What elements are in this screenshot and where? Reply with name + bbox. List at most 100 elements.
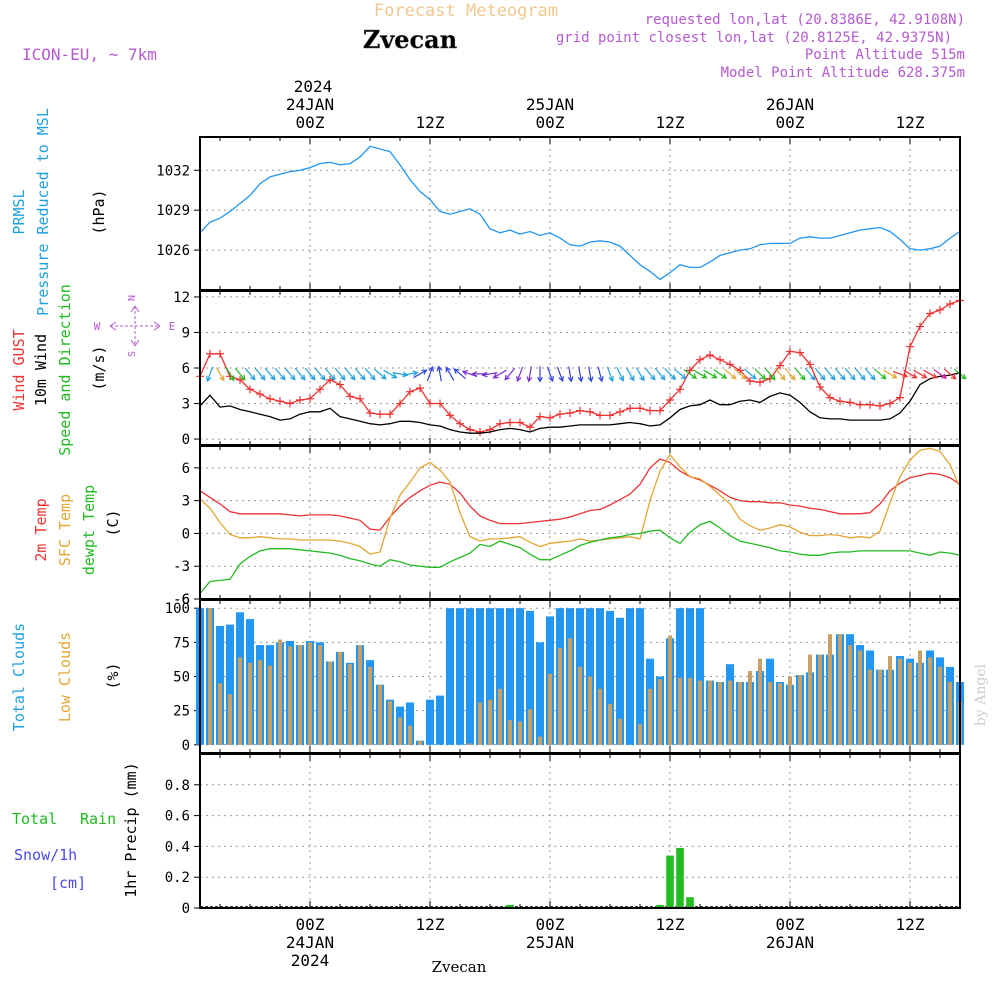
wind-direction-arrow: [834, 367, 846, 381]
wind-direction-arrow: [373, 368, 387, 380]
wind-gust-marker: [556, 410, 564, 419]
temperature-series-2m-temp: [199, 458, 961, 531]
wind-gust-marker: [296, 395, 304, 404]
precip-ytick-label: 0.8: [165, 778, 190, 794]
wind-direction-arrow: [304, 367, 316, 381]
wind-gust-marker: [316, 385, 324, 394]
low-cloud-bar: [368, 666, 372, 745]
wind-direction-arrow: [635, 367, 645, 382]
low-cloud-bar: [768, 682, 772, 745]
low-cloud-bar: [278, 639, 282, 745]
low-cloud-bar: [908, 662, 912, 745]
wind-direction-arrow: [577, 366, 584, 383]
wind-direction-arrow: [892, 370, 909, 378]
low-cloud-bar: [288, 646, 292, 745]
precip-ytick-label: 0.6: [165, 809, 190, 825]
low-cloud-bar: [298, 645, 302, 745]
low-cloud-bar: [858, 650, 862, 745]
wind-direction-arrow: [854, 367, 866, 381]
total-cloud-bar: [616, 617, 624, 745]
wind-gust-marker: [666, 395, 674, 404]
wind-label-gust: Wind GUST: [10, 329, 28, 410]
wind-direction-arrow: [784, 367, 796, 381]
bottom-hour-label: 12Z: [656, 915, 685, 934]
total-cloud-bar: [686, 608, 694, 745]
wind-direction-arrow: [334, 367, 346, 381]
low-cloud-bar: [638, 724, 642, 745]
clouds-panel: 0 25 50 75 100: [165, 599, 964, 754]
wind-direction-arrow: [943, 368, 957, 380]
bottom-date-label: 24JAN: [286, 933, 334, 952]
total-cloud-bar: [696, 608, 704, 745]
low-cloud-bar: [848, 645, 852, 745]
top-hour-label: 12Z: [416, 113, 445, 132]
wind-direction-arrow: [625, 367, 635, 382]
low-cloud-bar: [378, 684, 382, 745]
low-cloud-bar: [528, 709, 532, 745]
rain-bar: [656, 904, 664, 908]
wind-gust-marker: [396, 399, 404, 408]
top-date-label: 25JAN: [526, 95, 574, 114]
wind-direction-arrow: [693, 369, 708, 379]
wind-direction-arrow: [644, 367, 656, 381]
wind-gust-marker: [616, 407, 624, 416]
wind-direction-arrow: [713, 369, 728, 379]
wind-gust-marker: [896, 393, 904, 402]
gridpoint-coords: grid point closest lon,lat (20.8125E, 42…: [556, 30, 952, 46]
wind-gust-marker: [246, 385, 254, 394]
wind-direction-arrow: [597, 366, 604, 383]
wind-direction-arrow: [774, 367, 786, 381]
wind-gust-marker: [236, 375, 244, 384]
wind-gust-marker: [866, 400, 874, 409]
total-cloud-bar: [636, 608, 644, 745]
wind-gust-marker: [436, 399, 444, 408]
wind-direction-arrow: [567, 366, 574, 383]
wind-direction-arrow: [873, 368, 887, 380]
low-cloud-bar: [258, 660, 262, 745]
low-cloud-bar: [228, 694, 232, 745]
low-cloud-bar: [308, 642, 312, 745]
wind-direction-arrow: [814, 367, 826, 381]
bottom-date-label: 25JAN: [526, 933, 574, 952]
wind-direction-arrow: [794, 367, 806, 381]
low-cloud-bar: [238, 657, 242, 745]
low-cloud-bar: [808, 654, 812, 745]
wind-gust-marker: [826, 393, 834, 402]
point-altitude: Point Altitude 515m: [805, 47, 965, 63]
footer-location: Zvecan: [432, 958, 487, 976]
wind-direction-arrow: [733, 368, 747, 380]
precip-unit: 1hr Precip (mm): [122, 762, 140, 897]
bottom-hour-label: 12Z: [416, 915, 445, 934]
clouds-ytick-label: 75: [173, 635, 190, 651]
wind-gust-marker: [336, 380, 344, 389]
wind-gust-marker: [836, 397, 844, 406]
wind-direction-arrow: [616, 366, 625, 382]
low-cloud-bar: [268, 665, 272, 745]
bottom-hour-label: 00Z: [776, 915, 805, 934]
wind-direction-arrow: [225, 367, 235, 382]
total-cloud-bar: [516, 608, 524, 745]
precip-label-cm: [cm]: [50, 874, 86, 892]
pressure-label-1: PRMSL: [10, 189, 28, 234]
rain-bar: [666, 855, 674, 908]
top-hour-label: 00Z: [296, 113, 325, 132]
low-cloud-bar: [618, 718, 622, 745]
wind-gust-marker: [496, 419, 504, 428]
precip-panel: 0 0.2 0.4 0.6 0.8: [165, 753, 961, 917]
wind-direction-arrow: [537, 366, 543, 383]
total-cloud-bar: [606, 610, 614, 745]
temp-label-2m: 2m Temp: [32, 498, 50, 561]
wind-gust-marker: [596, 411, 604, 420]
wind-direction-arrow: [324, 367, 336, 381]
total-cloud-bar: [626, 608, 634, 745]
wind-label-10m: 10m Wind: [32, 334, 50, 406]
low-cloud-bar: [928, 657, 932, 745]
low-cloud-bar: [608, 703, 612, 745]
low-cloud-bar: [758, 658, 762, 745]
low-cloud-bar: [318, 645, 322, 745]
low-cloud-bar: [748, 671, 752, 745]
total-cloud-bar: [456, 608, 464, 745]
wind-gust-marker: [796, 348, 804, 357]
wind-gust-marker: [376, 410, 384, 419]
